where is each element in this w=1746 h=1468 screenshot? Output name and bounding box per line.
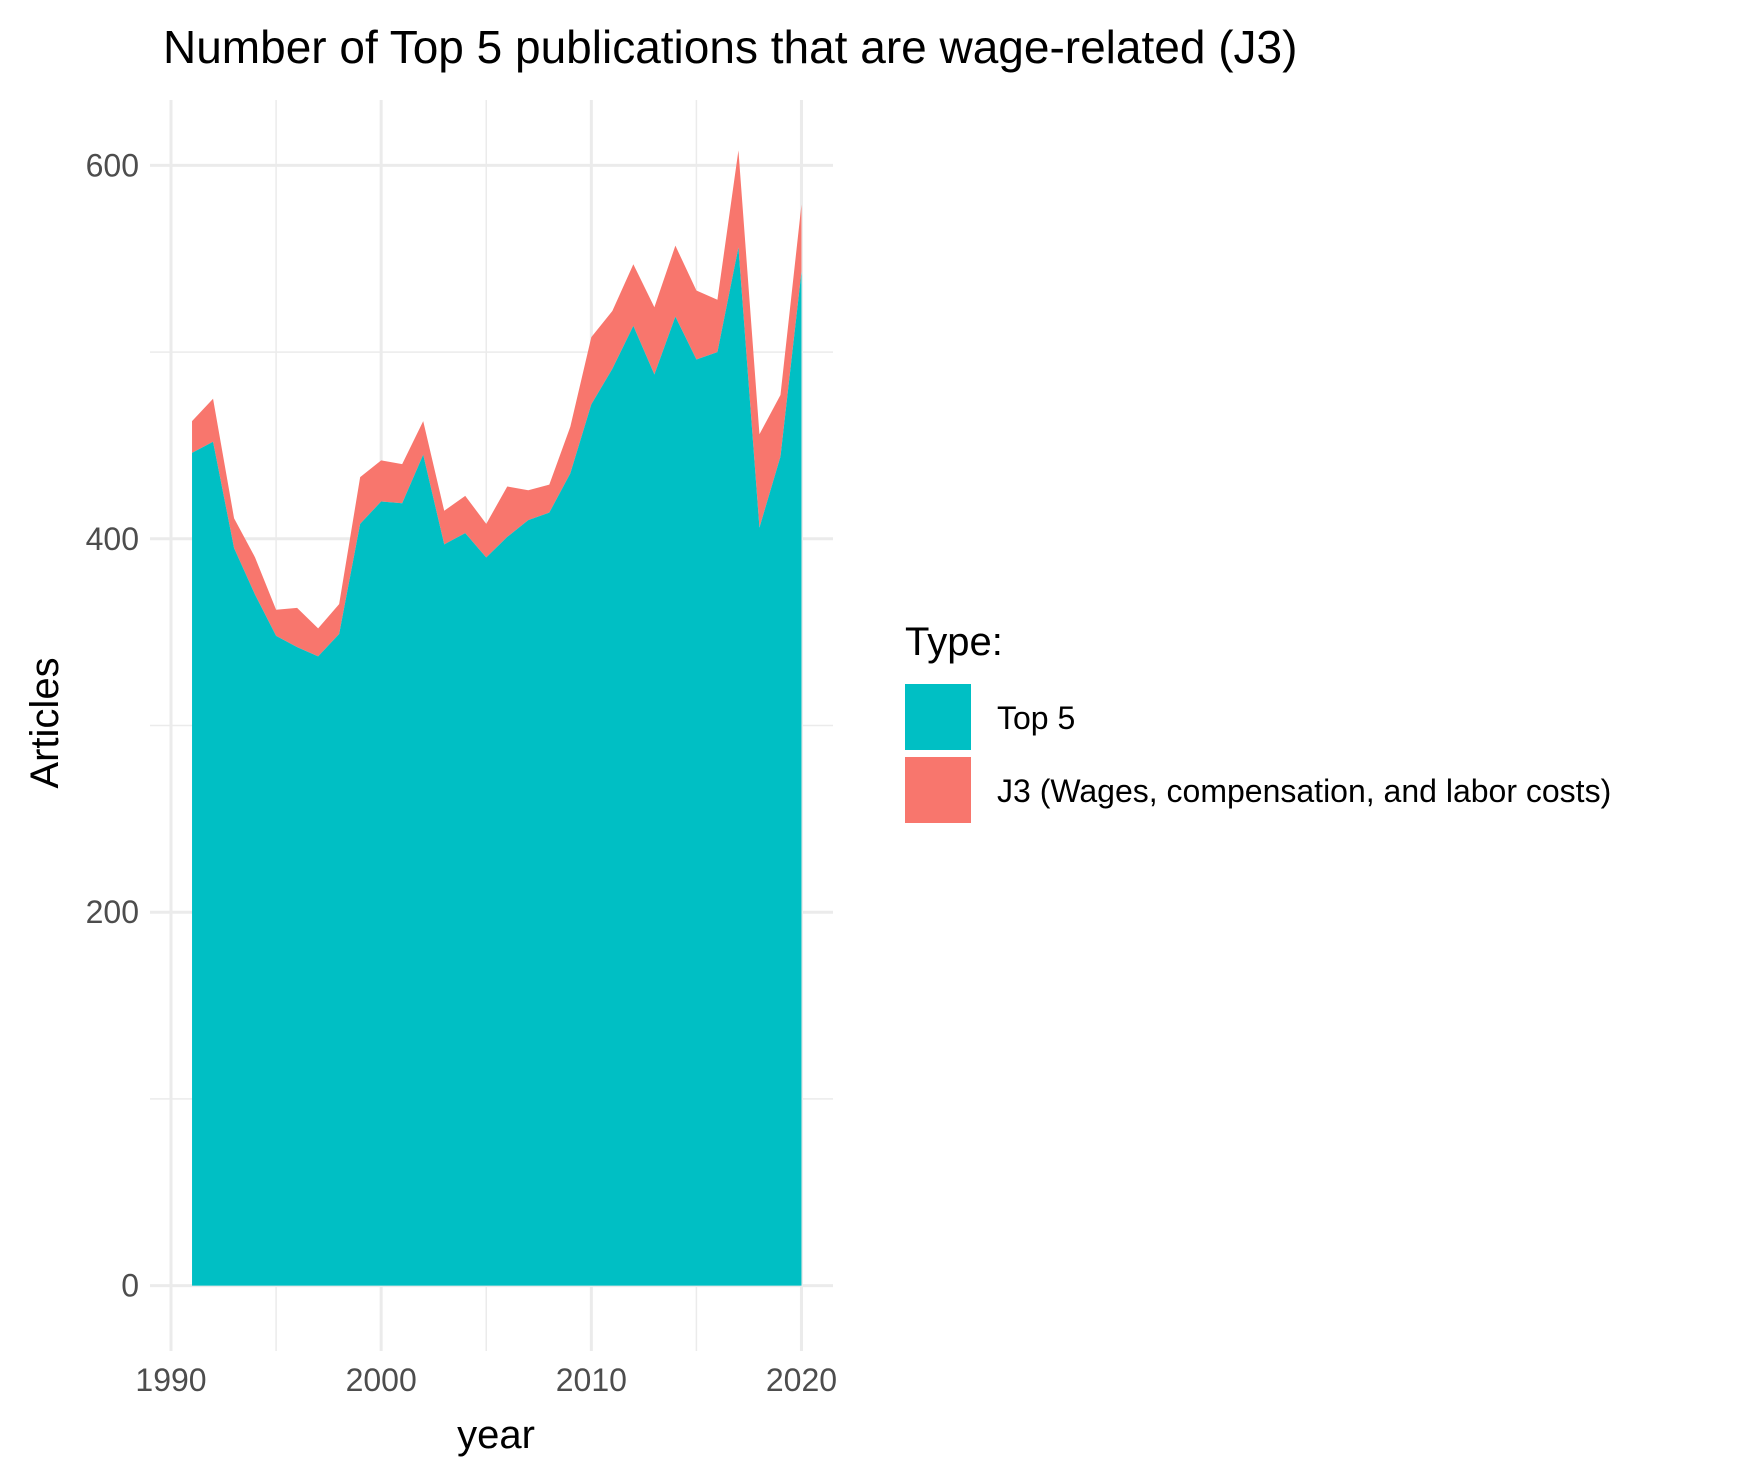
y-tick-label: 0 (121, 1268, 139, 1304)
legend-label-top5: Top 5 (997, 700, 1075, 736)
y-axis-tick-labels: 0 200 400 600 (86, 147, 139, 1303)
chart-title: Number of Top 5 publications that are wa… (163, 21, 1297, 73)
x-tick-label: 2020 (766, 1362, 837, 1398)
legend-title: Type: (905, 620, 1003, 664)
x-tick-label: 2010 (556, 1362, 627, 1398)
legend: Type: Top 5 J3 (Wages, compensation, and… (905, 620, 1611, 823)
area-top5 (192, 247, 802, 1286)
y-tick-label: 600 (86, 147, 139, 183)
x-axis-tick-labels: 1990 2000 2010 2020 (135, 1362, 837, 1398)
x-tick-label: 1990 (135, 1362, 206, 1398)
area-j3 (192, 150, 802, 657)
y-axis-title: Articles (23, 657, 67, 788)
x-tick-label: 2000 (346, 1362, 417, 1398)
area-series (192, 150, 802, 1286)
y-tick-label: 400 (86, 521, 139, 557)
legend-key-j3 (905, 757, 971, 823)
y-tick-label: 200 (86, 894, 139, 930)
x-axis-title: year (457, 1413, 535, 1457)
legend-label-j3: J3 (Wages, compensation, and labor costs… (997, 773, 1611, 809)
legend-key-top5 (905, 684, 971, 750)
